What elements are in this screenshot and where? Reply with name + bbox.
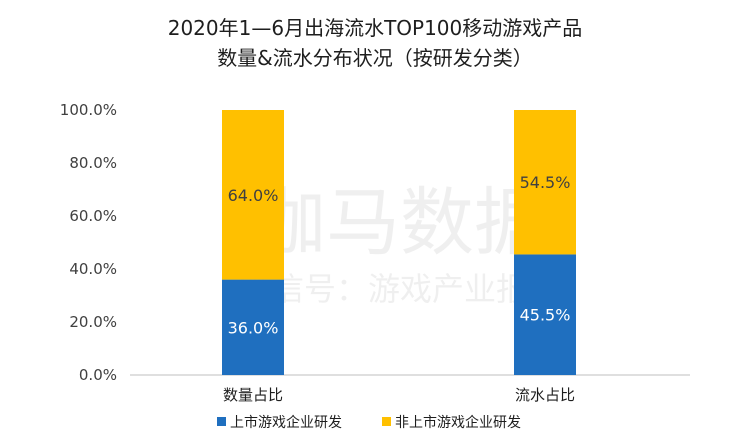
chart-subtitle: 数量&流水分布状况（按研发分类） [217,46,533,70]
y-tick-label: 100.0% [60,101,117,119]
y-tick-label: 20.0% [69,313,117,331]
data-label: 36.0% [228,318,279,337]
y-tick-label: 60.0% [69,207,117,225]
y-axis: 0.0% 20.0% 40.0% 60.0% 80.0% 100.0% [60,101,117,384]
watermark-account-text: 微信号：游戏产业报告 [240,270,560,308]
y-tick-label: 0.0% [79,366,117,384]
bar-segment-listed [514,254,576,375]
chart-title: 2020年1—6月出海流水TOP100移动游戏产品 [167,16,583,40]
legend-swatch [382,417,391,426]
data-label: 64.0% [228,186,279,205]
data-label: 54.5% [520,173,571,192]
y-tick-label: 40.0% [69,260,117,278]
data-label: 45.5% [520,306,571,325]
bar-segment-listed [222,279,284,375]
bar-segment-unlisted [514,110,576,255]
legend-label: 上市游戏企业研发 [230,414,342,431]
legend-swatch [217,417,226,426]
bars-group: 36.0% 64.0% 45.5% 54.5% [222,110,576,375]
watermark-logo-text: 伽马数据 [252,180,548,266]
x-category-label: 数量占比 [223,386,283,404]
x-axis: 数量占比 流水占比 [223,386,575,404]
bar-segment-unlisted [222,110,284,280]
watermark: 伽马数据 微信号：游戏产业报告 [240,180,560,308]
legend-label: 非上市游戏企业研发 [395,414,521,431]
x-category-label: 流水占比 [515,386,575,404]
y-tick-label: 80.0% [69,154,117,172]
legend: 上市游戏企业研发 非上市游戏企业研发 [217,414,521,431]
